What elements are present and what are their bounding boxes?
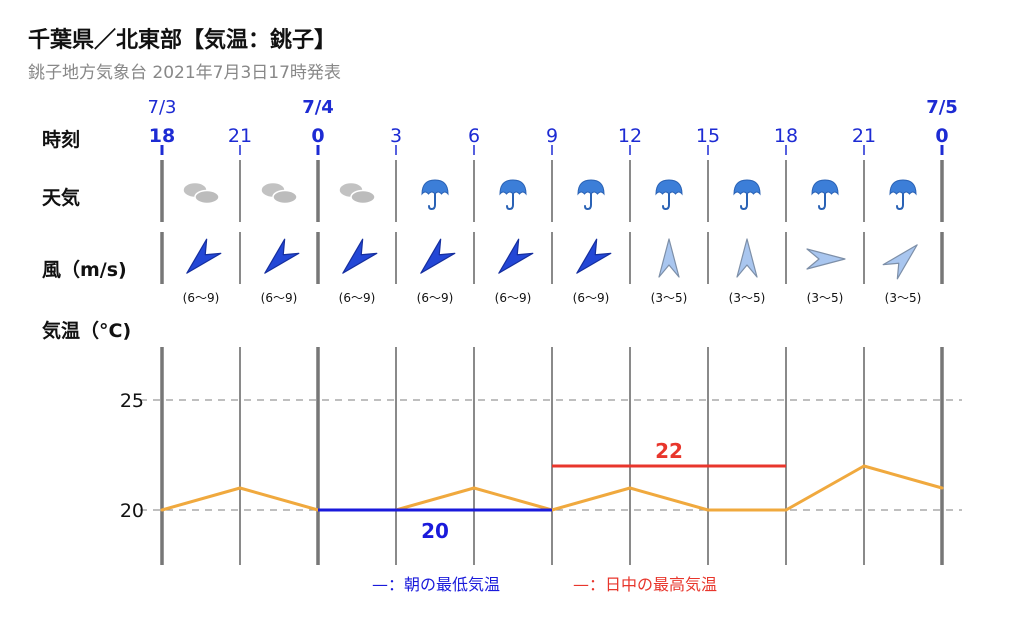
- chart-subtitle: 銚子地方気象台 2021年7月3日17時発表: [28, 63, 341, 83]
- umbrella-handle-8: [818, 193, 826, 211]
- umbrella-icon-5: [577, 179, 605, 211]
- umbrella-handle-3: [428, 193, 436, 211]
- wind-range-label-1: (6〜9): [261, 291, 298, 305]
- wind-arrow-shape-0: [186, 238, 222, 274]
- wind-arrow-icon-5: [576, 238, 612, 274]
- wind-arrow-icon-3: [420, 238, 456, 274]
- umbrella-icon-8: [811, 179, 839, 211]
- hour-label-8: 18: [774, 125, 798, 147]
- temp-point-1: [238, 486, 242, 490]
- legend: —：朝の最低気温 —：日中の最高気温: [372, 575, 717, 594]
- umbrella-icon-3: [421, 179, 449, 211]
- row-label-wind: 風（m/s): [42, 258, 127, 281]
- hour-label-6: 12: [618, 125, 642, 147]
- chart-title: 千葉県／北東部【気温：銚子】: [28, 28, 337, 53]
- cloud-part-b-1: [272, 189, 298, 205]
- wind-arrow-shape-8: [806, 248, 846, 270]
- wind-arrow-shape-4: [498, 238, 534, 274]
- legend-min: —：朝の最低気温: [372, 575, 500, 594]
- umbrella-canopy-5: [577, 179, 605, 196]
- wind-arrow-shape-3: [420, 238, 456, 274]
- hour-label-2: 0: [311, 125, 324, 147]
- ytick-label-25: 25: [120, 390, 144, 412]
- wind-arrow-shape-7: [736, 238, 758, 278]
- umbrella-canopy-4: [499, 179, 527, 196]
- morning-min-label: 20: [421, 519, 449, 543]
- row-label-weather: 天気: [42, 186, 80, 209]
- grid-layer: [140, 160, 962, 565]
- wind-arrow-icon-2: [342, 238, 378, 274]
- temp-point-4: [472, 486, 476, 490]
- wind-arrow-icon-1: [264, 238, 300, 274]
- umbrella-canopy-9: [889, 179, 917, 196]
- wind-range-label-3: (6〜9): [417, 291, 454, 305]
- wind-row: (6〜9) (6〜9) (6〜9) (6〜9) (6〜9) (6〜9) (3〜5) (3〜5)…: [183, 238, 922, 305]
- umbrella-icon-6: [655, 179, 683, 211]
- umbrella-handle-4: [506, 193, 514, 211]
- temp-plot: 20 25 20 22: [120, 390, 944, 543]
- cloud-part-b-0: [194, 189, 220, 205]
- wind-range-label-5: (6〜9): [573, 291, 610, 305]
- wind-range-label-2: (6〜9): [339, 291, 376, 305]
- umbrella-handle-7: [740, 193, 748, 211]
- legend-max: —：日中の最高気温: [573, 575, 717, 594]
- temp-point-6: [628, 486, 632, 490]
- wind-arrow-icon-6: [658, 238, 680, 278]
- wind-arrow-icon-4: [498, 238, 534, 274]
- temp-point-0: [160, 508, 164, 512]
- wind-range-label-6: (3〜5): [651, 291, 688, 305]
- daytime-max-label: 22: [655, 439, 683, 463]
- umbrella-icon-4: [499, 179, 527, 211]
- umbrella-canopy-3: [421, 179, 449, 196]
- row-label-temp: 気温（°C): [42, 319, 131, 342]
- wind-arrow-icon-9: [882, 244, 918, 280]
- umbrella-handle-5: [584, 193, 592, 211]
- umbrella-canopy-8: [811, 179, 839, 196]
- wind-arrow-shape-6: [658, 238, 680, 278]
- date-label-0: 7/3: [148, 97, 177, 118]
- umbrella-handle-9: [896, 193, 904, 211]
- umbrella-canopy-6: [655, 179, 683, 196]
- cloud-icon-2: [338, 181, 376, 205]
- hour-label-5: 9: [546, 125, 558, 147]
- hour-label-9: 21: [852, 125, 876, 147]
- hour-label-7: 15: [696, 125, 720, 147]
- umbrella-icon-9: [889, 179, 917, 211]
- umbrella-icon-7: [733, 179, 761, 211]
- cloud-part-b-2: [350, 189, 376, 205]
- date-label-2: 7/5: [926, 97, 958, 118]
- hour-label-1: 21: [228, 125, 252, 147]
- wind-arrow-icon-8: [806, 248, 846, 270]
- hour-label-10: 0: [935, 125, 948, 147]
- hour-label-4: 6: [468, 125, 480, 147]
- temp-point-7: [706, 508, 710, 512]
- temp-point-8: [784, 508, 788, 512]
- wind-arrow-icon-7: [736, 238, 758, 278]
- wind-range-label-9: (3〜5): [885, 291, 922, 305]
- umbrella-handle-6: [662, 193, 670, 211]
- wind-range-label-7: (3〜5): [729, 291, 766, 305]
- ytick-label-20: 20: [120, 500, 144, 522]
- wind-range-label-0: (6〜9): [183, 291, 220, 305]
- temp-point-9: [862, 464, 866, 468]
- cloud-icon-1: [260, 181, 298, 205]
- wind-range-label-8: (3〜5): [807, 291, 844, 305]
- row-label-time: 時刻: [42, 128, 80, 151]
- time-axis: 7/3 7/4 7/5 18 21 0 3 6 9 12 15 18 21 0: [148, 97, 958, 155]
- wind-arrow-shape-2: [342, 238, 378, 274]
- wind-arrow-shape-1: [264, 238, 300, 274]
- weather-row: [182, 179, 917, 211]
- wind-range-label-4: (6〜9): [495, 291, 532, 305]
- temp-point-10: [940, 486, 944, 490]
- wind-arrow-shape-9: [882, 244, 918, 280]
- umbrella-canopy-7: [733, 179, 761, 196]
- wind-arrow-icon-0: [186, 238, 222, 274]
- wind-arrow-shape-5: [576, 238, 612, 274]
- hour-label-0: 18: [149, 125, 175, 147]
- hour-label-3: 3: [390, 125, 402, 147]
- date-label-1: 7/4: [302, 97, 334, 118]
- cloud-icon-0: [182, 181, 220, 205]
